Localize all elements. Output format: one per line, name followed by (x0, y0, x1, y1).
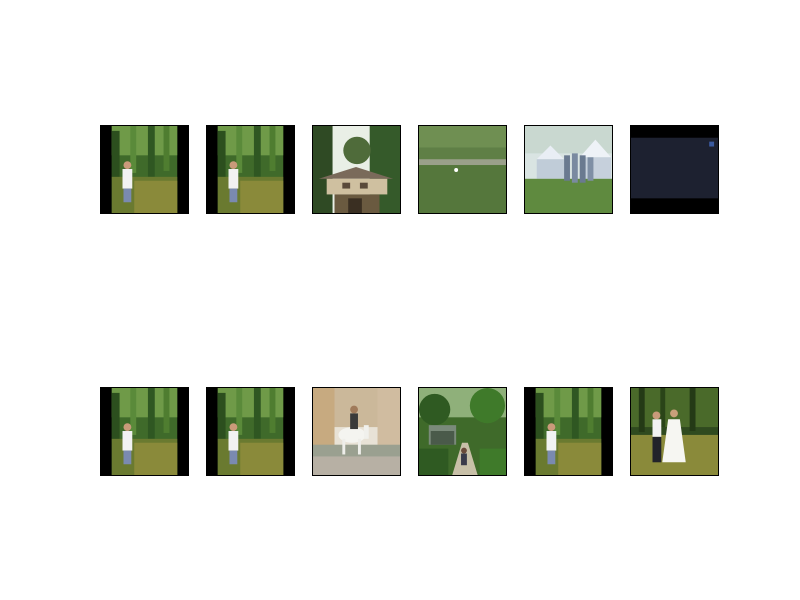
image-tile-top-5 (524, 125, 613, 214)
couple-icon (631, 388, 718, 475)
person-by-pond-icon (525, 388, 612, 475)
image-tile-top-2 (206, 125, 295, 214)
image-tile-top-6 (630, 125, 719, 214)
horse-icon (313, 388, 400, 475)
image-tile-top-1 (100, 125, 189, 214)
image-tile-bottom-1 (100, 387, 189, 476)
image-tile-top-3 (312, 125, 401, 214)
dark-frame-icon (631, 126, 718, 213)
person-by-pond-icon (101, 126, 188, 213)
image-tile-bottom-4 (418, 387, 507, 476)
image-tile-bottom-5 (524, 387, 613, 476)
image-tile-bottom-6 (630, 387, 719, 476)
image-tile-top-4 (418, 125, 507, 214)
tent-icon (525, 126, 612, 213)
garden-path-icon (419, 388, 506, 475)
person-by-pond-icon (207, 126, 294, 213)
grass-field-icon (419, 126, 506, 213)
image-tile-bottom-2 (206, 387, 295, 476)
person-by-pond-icon (101, 388, 188, 475)
person-by-pond-icon (207, 388, 294, 475)
house-icon (313, 126, 400, 213)
image-tile-bottom-3 (312, 387, 401, 476)
